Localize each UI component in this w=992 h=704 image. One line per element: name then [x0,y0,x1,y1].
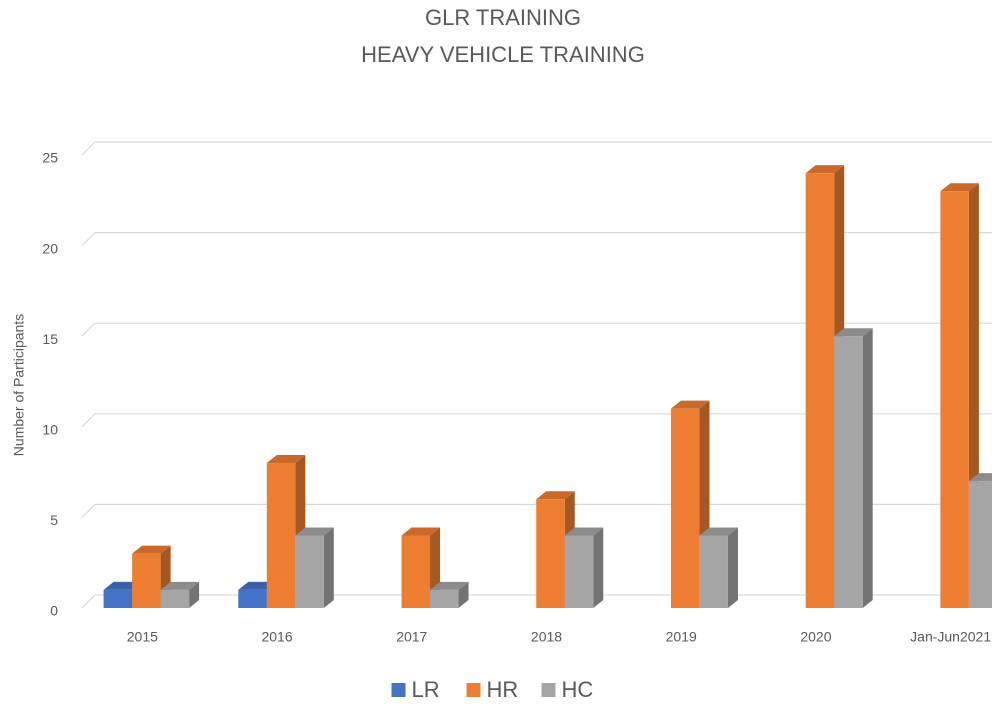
bar-top [132,545,171,554]
legend-swatch [466,683,481,697]
bar-top [940,183,979,192]
chart-title: GLR TRAINING [425,5,581,30]
y-tick-label: 5 [50,512,58,528]
bar [103,589,133,608]
y-tick-label: 0 [50,603,58,619]
grid-line [81,232,992,247]
x-tick-label: 2020 [800,629,831,645]
y-tick-label: 25 [42,150,58,166]
bar-top [968,473,992,482]
bar [266,463,296,608]
bar-side [593,527,604,608]
x-tick-label: Jan-Jun2021 [910,629,991,645]
bar-side [323,527,334,608]
grid-line [81,141,992,156]
bar-side [862,328,873,608]
x-tick-label: 2016 [261,629,292,645]
x-tick-label: 2019 [666,629,697,645]
bar-side [189,581,200,608]
bar-top [564,527,604,536]
legend-label: HR [487,677,519,702]
x-tick-label: 2018 [531,629,562,645]
y-axis-label: Number of Participants [11,314,27,456]
bar [834,336,863,608]
bar [968,481,992,608]
bar-top [266,455,306,464]
bar [295,535,324,608]
bar [670,408,700,608]
y-tick-label: 20 [42,240,58,256]
bar-top [160,581,200,590]
y-tick-label: 10 [42,422,58,438]
bar-top [834,328,873,337]
bar [940,191,969,609]
bar-top [536,491,575,500]
bar [564,535,594,608]
bar-top [295,527,334,536]
bar-side [727,527,738,608]
bar-top [699,527,738,536]
y-tick-label: 15 [42,331,58,347]
x-tick-label: 2015 [127,629,158,645]
chart-subtitle: HEAVY VEHICLE TRAINING [361,42,645,67]
bar-side [458,581,469,608]
legend-label: HC [562,677,594,702]
bar-top [430,581,469,590]
grid-line [81,322,992,337]
bar-top [401,527,441,536]
bar [536,499,565,608]
bar [160,589,190,608]
x-tick-label: 2017 [396,629,427,645]
bar [805,173,835,608]
bar-top [805,165,845,174]
bar [238,589,267,608]
bar [132,553,161,608]
legend-swatch [391,683,406,697]
bar-top [670,400,710,409]
legend-swatch [541,683,556,697]
bar [430,589,459,608]
bar [699,535,728,608]
legend-label: LR [412,677,440,702]
bar [401,535,431,608]
